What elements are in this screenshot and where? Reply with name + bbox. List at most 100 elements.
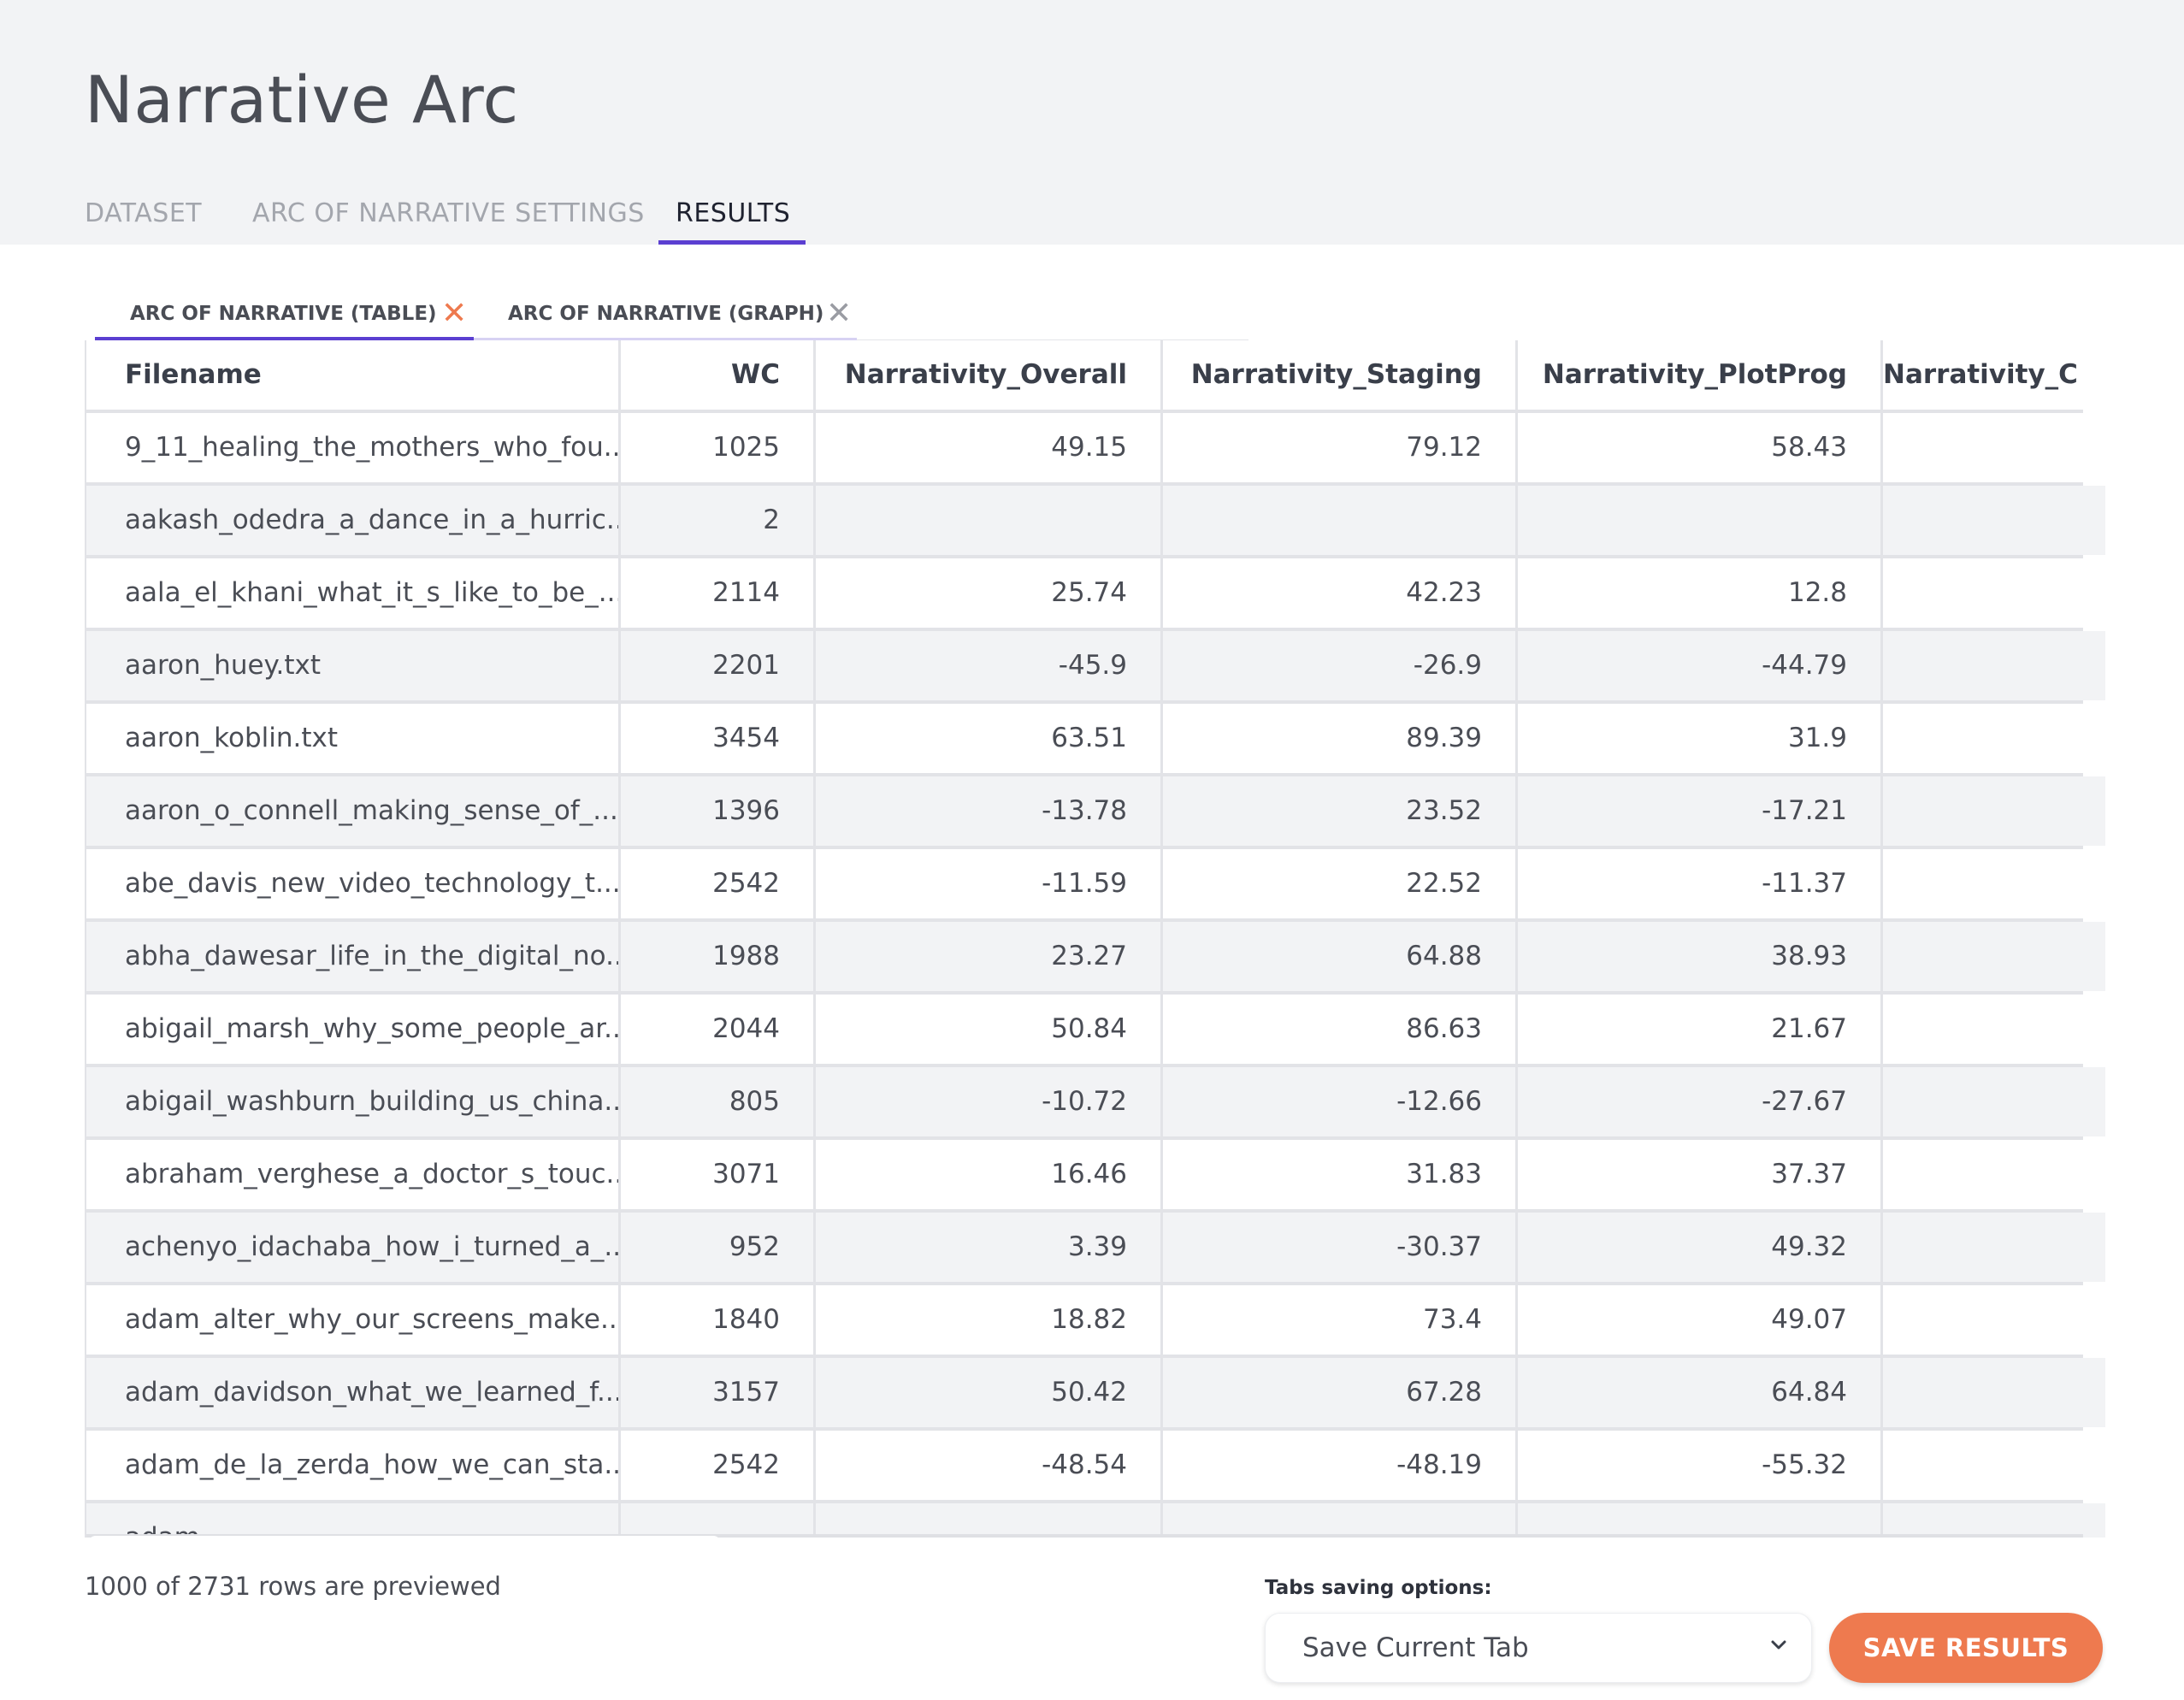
value-cell: 31.9: [1518, 704, 1883, 773]
filename-cell: aakash_odedra_a_dance_in_a_hurric...: [86, 486, 620, 555]
filename-cell: abha_dawesar_life_in_the_digital_no...: [86, 922, 620, 991]
tab-arc-of-narrative-settings[interactable]: ARC OF NARRATIVE SETTINGS: [252, 198, 645, 228]
value-cell: -48.19: [1163, 1431, 1518, 1500]
value-cell: [1883, 631, 2105, 700]
table-row[interactable]: abigail_washburn_building_us_china... 805…: [86, 1067, 2105, 1140]
row-divider: [86, 846, 2083, 849]
filename-cell: abraham_verghese_a_doctor_s_touc...: [86, 1140, 620, 1209]
value-cell: [1883, 558, 2105, 628]
value-cell: 16.46: [816, 1140, 1163, 1209]
filename-cell: aala_el_khani_what_it_s_like_to_be_...: [86, 558, 620, 628]
column-header[interactable]: Narrativity_Overall: [816, 340, 1163, 410]
rows-preview-note: 1000 of 2731 rows are previewed: [85, 1572, 501, 1601]
value-cell: 64.88: [1163, 922, 1518, 991]
close-icon[interactable]: ✕: [441, 296, 468, 331]
value-cell: -55.32: [1518, 1431, 1883, 1500]
value-cell: -17.21: [1518, 776, 1883, 846]
row-divider: [86, 1064, 2083, 1067]
value-cell: 64.84: [1518, 1358, 1883, 1427]
value-cell: [1163, 1503, 1518, 1538]
table-row[interactable]: 9_11_healing_the_mothers_who_fou... 1025 4…: [86, 413, 2105, 486]
row-divider: [86, 1355, 2083, 1358]
value-cell: 21.67: [1518, 995, 1883, 1064]
filename-cell: achenyo_idachaba_how_i_turned_a_...: [86, 1213, 620, 1282]
column-header[interactable]: Filename: [86, 340, 620, 410]
value-cell: [1883, 1358, 2105, 1427]
table-row[interactable]: abe_davis_new_video_technology_t... 2542-…: [86, 849, 2105, 922]
value-cell: -10.72: [816, 1067, 1163, 1136]
horizontal-scrollbar[interactable]: [86, 1534, 2083, 1538]
value-cell: [1883, 995, 2105, 1064]
value-cell: -48.54: [816, 1431, 1163, 1500]
table-row[interactable]: achenyo_idachaba_how_i_turned_a_... 952 3.…: [86, 1213, 2105, 1285]
table-row[interactable]: adam_...: [86, 1503, 2105, 1538]
column-header[interactable]: Narrativity_PlotProg: [1518, 340, 1883, 410]
table-row[interactable]: aaron_koblin.txt 3454 63.51 89.39 31.9: [86, 704, 2105, 776]
value-cell: [1518, 486, 1883, 555]
value-cell: 42.23: [1163, 558, 1518, 628]
value-cell: [1883, 704, 2105, 773]
filename-cell: adam_alter_why_our_screens_make...: [86, 1285, 620, 1355]
subtab-arc-table-label: ARC OF NARRATIVE (TABLE): [130, 303, 437, 325]
value-cell: [1518, 1503, 1883, 1538]
horizontal-scrollbar-thumb[interactable]: [88, 1536, 721, 1538]
value-cell: 3157: [621, 1358, 816, 1427]
value-cell: -45.9: [816, 631, 1163, 700]
value-cell: 86.63: [1163, 995, 1518, 1064]
filename-cell: aaron_huey.txt: [86, 631, 620, 700]
value-cell: -11.37: [1518, 849, 1883, 918]
value-cell: [816, 1503, 1163, 1538]
save-options-label: Tabs saving options:: [1265, 1577, 1492, 1599]
chevron-down-icon: [1771, 1640, 1786, 1650]
value-cell: 2114: [621, 558, 816, 628]
value-cell: 23.27: [816, 922, 1163, 991]
value-cell: 73.4: [1163, 1285, 1518, 1355]
table-row[interactable]: abha_dawesar_life_in_the_digital_no... 19…: [86, 922, 2105, 995]
table-row[interactable]: adam_de_la_zerda_how_we_can_sta... 2542 -4…: [86, 1431, 2105, 1503]
tab-dataset[interactable]: DATASET: [85, 198, 203, 228]
save-options-select[interactable]: Save Current Tab: [1265, 1613, 1812, 1683]
row-divider: [86, 991, 2083, 995]
value-cell: 12.8: [1518, 558, 1883, 628]
row-divider: [86, 410, 2083, 413]
column-header[interactable]: WC: [621, 340, 816, 410]
value-cell: [1883, 413, 2105, 482]
value-cell: 1988: [621, 922, 816, 991]
value-cell: 63.51: [816, 704, 1163, 773]
table-row[interactable]: adam_alter_why_our_screens_make... 1840 18…: [86, 1285, 2105, 1358]
save-results-button[interactable]: SAVE RESULTS: [1829, 1613, 2103, 1683]
row-divider: [86, 773, 2083, 776]
value-cell: 3454: [621, 704, 816, 773]
column-divider: [813, 340, 816, 1538]
column-header[interactable]: Narrativity_Staging: [1163, 340, 1518, 410]
value-cell: 49.15: [816, 413, 1163, 482]
filename-cell: aaron_o_connell_making_sense_of_...: [86, 776, 620, 846]
value-cell: [1883, 1431, 2105, 1500]
value-cell: [816, 486, 1163, 555]
value-cell: 49.32: [1518, 1213, 1883, 1282]
column-divider: [1160, 340, 1163, 1538]
table-row[interactable]: aaron_huey.txt 2201 -45.9 -26.9 -44.79: [86, 631, 2105, 704]
value-cell: 49.07: [1518, 1285, 1883, 1355]
save-options-value: Save Current Tab: [1302, 1632, 1529, 1663]
table-row[interactable]: abraham_verghese_a_doctor_s_touc... 3071 1…: [86, 1140, 2105, 1213]
table-row[interactable]: aaron_o_connell_making_sense_of_... 1396-…: [86, 776, 2105, 849]
subtab-arc-table[interactable]: ARC OF NARRATIVE (TABLE) ✕: [130, 296, 472, 339]
subtab-arc-graph[interactable]: ARC OF NARRATIVE (GRAPH) ✕: [508, 296, 859, 339]
value-cell: 58.43: [1518, 413, 1883, 482]
page-title: Narrative Arc: [85, 62, 519, 138]
value-cell: 23.52: [1163, 776, 1518, 846]
value-cell: [1883, 1503, 2105, 1538]
close-icon[interactable]: ✕: [826, 296, 853, 331]
row-divider: [86, 918, 2083, 922]
value-cell: -12.66: [1163, 1067, 1518, 1136]
row-divider: [86, 1500, 2083, 1503]
value-cell: 952: [621, 1213, 816, 1282]
tab-results[interactable]: RESULTS: [676, 198, 791, 228]
table-row[interactable]: aala_el_khani_what_it_s_like_to_be_... 21…: [86, 558, 2105, 631]
table-row[interactable]: aakash_odedra_a_dance_in_a_hurric... 2: [86, 486, 2105, 558]
table-row[interactable]: abigail_marsh_why_some_people_ar... 2044 5…: [86, 995, 2105, 1067]
value-cell: -11.59: [816, 849, 1163, 918]
column-header[interactable]: Narrativity_C: [1883, 340, 2105, 410]
table-row[interactable]: adam_davidson_what_we_learned_f... 3157 50…: [86, 1358, 2105, 1431]
